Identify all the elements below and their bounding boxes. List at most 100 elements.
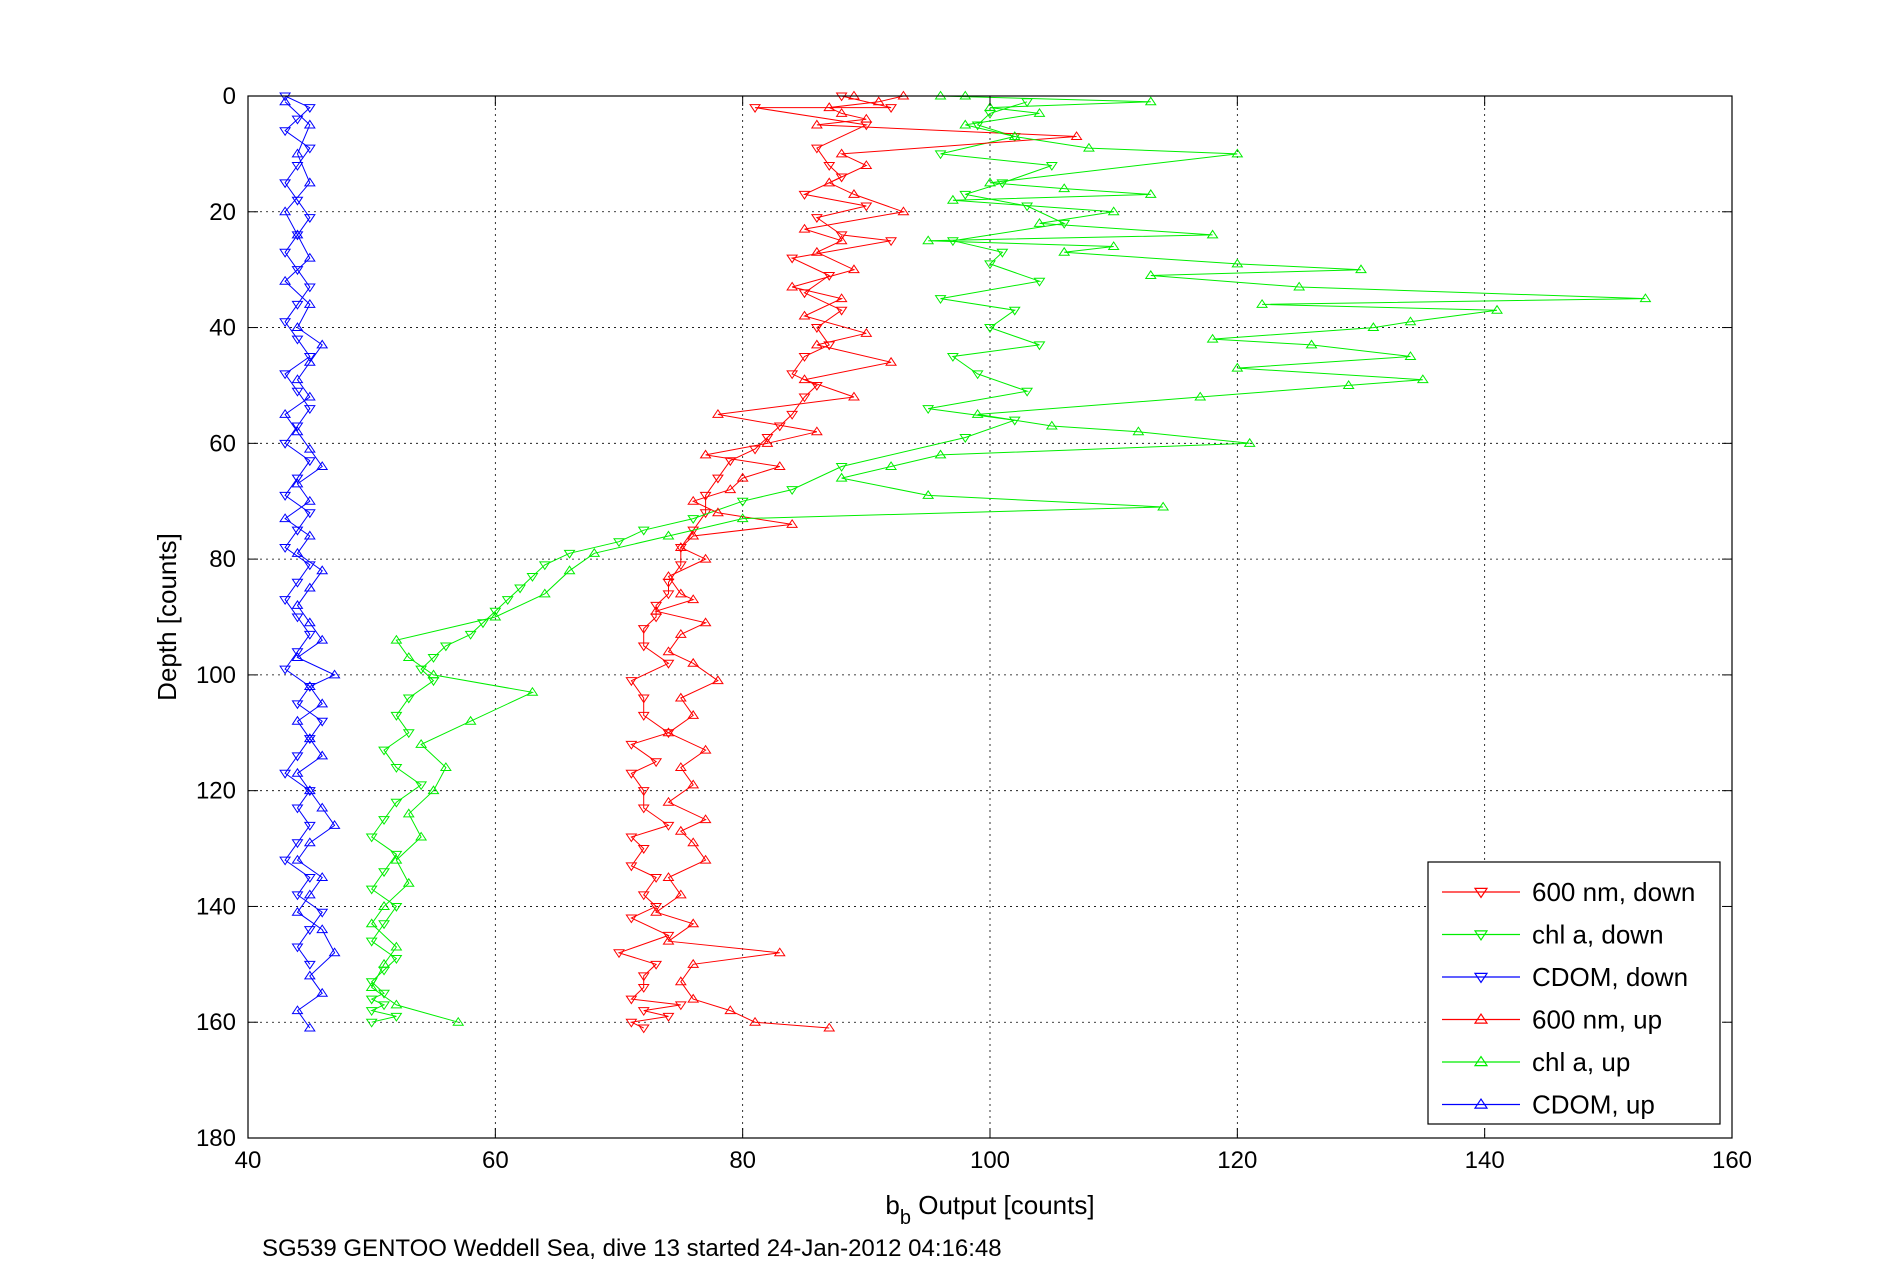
data-point — [625, 995, 638, 1005]
data-point — [464, 630, 477, 640]
data-point — [291, 613, 304, 623]
series-cdom-down — [279, 92, 329, 970]
data-point — [415, 781, 428, 791]
legend-label: 600 nm, up — [1532, 1005, 1662, 1035]
data-point — [637, 983, 650, 993]
data-point — [662, 821, 675, 831]
data-point — [303, 252, 316, 262]
data-point — [291, 906, 304, 916]
data-point — [946, 353, 959, 362]
data-point — [279, 408, 292, 418]
data-point — [303, 283, 316, 293]
data-point — [303, 735, 316, 744]
y-tick-label: 40 — [209, 315, 236, 342]
data-point — [303, 530, 316, 540]
legend: 600 nm, down chl a, down CDOM, down 600 nm,… — [1427, 861, 1721, 1125]
data-point — [402, 729, 415, 739]
data-point — [662, 571, 675, 580]
data-point — [291, 1005, 304, 1015]
data-point — [279, 544, 292, 553]
data-point — [291, 300, 304, 310]
data-point — [835, 231, 848, 241]
legend-entry: 600 nm, up — [1442, 1005, 1662, 1035]
data-point — [662, 646, 675, 656]
data-point — [736, 497, 749, 507]
data-point — [1021, 202, 1034, 212]
data-point — [798, 223, 811, 233]
data-point — [885, 356, 898, 366]
data-point — [1231, 258, 1244, 268]
data-point — [1206, 333, 1219, 343]
data-point — [848, 90, 860, 100]
data-point — [1033, 107, 1046, 117]
legend-swatch-marker — [1473, 1098, 1489, 1109]
data-point — [934, 150, 947, 160]
data-point — [613, 949, 625, 959]
data-point — [1082, 142, 1095, 152]
data-point — [365, 995, 378, 1005]
x-tick-label: 100 — [970, 1147, 1010, 1174]
data-point — [736, 513, 749, 523]
data-point — [711, 474, 724, 484]
data-point — [291, 804, 304, 814]
data-point — [316, 872, 329, 881]
data-point — [402, 877, 415, 887]
data-point — [674, 976, 687, 986]
data-point — [1045, 161, 1058, 171]
data-point — [303, 889, 316, 899]
data-point — [1107, 206, 1120, 216]
data-point — [724, 484, 737, 494]
data-point — [303, 582, 316, 592]
data-point — [303, 298, 316, 308]
x-axis-label-rest: Output [counts] — [911, 1190, 1095, 1220]
data-point — [625, 833, 638, 843]
data-point — [662, 931, 675, 941]
y-tick-label: 80 — [209, 546, 236, 573]
data-point — [662, 935, 675, 945]
data-point — [711, 675, 724, 685]
series-layer — [279, 90, 1652, 1034]
data-point — [303, 391, 316, 401]
data-point — [650, 874, 663, 883]
data-point — [279, 769, 292, 779]
data-point — [637, 891, 650, 901]
data-point — [786, 254, 799, 264]
data-point — [662, 727, 675, 737]
data-point — [1033, 341, 1046, 351]
data-point — [810, 119, 823, 129]
y-tick-label: 0 — [223, 83, 236, 110]
x-tick-label: 140 — [1465, 1147, 1505, 1174]
data-point — [303, 630, 316, 640]
data-point — [637, 787, 650, 797]
data-point — [427, 785, 440, 795]
data-point — [415, 738, 428, 748]
data-point — [328, 819, 341, 829]
data-point — [810, 426, 823, 436]
data-point — [378, 901, 390, 910]
data-point — [303, 787, 316, 797]
data-point — [711, 408, 724, 418]
data-point — [1058, 219, 1071, 229]
data-point — [303, 785, 316, 795]
data-point — [662, 1012, 675, 1022]
data-point — [897, 206, 910, 216]
data-point — [1132, 426, 1145, 436]
data-point — [303, 214, 316, 223]
series-chl-a-up — [365, 90, 1652, 1026]
data-point — [378, 1001, 390, 1011]
data-point — [514, 584, 527, 594]
data-point — [823, 102, 836, 112]
data-point — [402, 694, 415, 704]
legend-swatch-marker — [1473, 930, 1489, 941]
data-point — [674, 588, 687, 598]
data-point — [637, 804, 650, 814]
data-point — [835, 462, 848, 472]
data-point — [303, 177, 316, 187]
legend-swatch-marker — [1473, 887, 1489, 899]
data-point — [291, 600, 304, 609]
data-point — [860, 327, 873, 337]
data-point — [674, 692, 687, 702]
data-point — [279, 248, 292, 258]
data-point — [316, 750, 329, 760]
data-point — [1033, 217, 1046, 227]
